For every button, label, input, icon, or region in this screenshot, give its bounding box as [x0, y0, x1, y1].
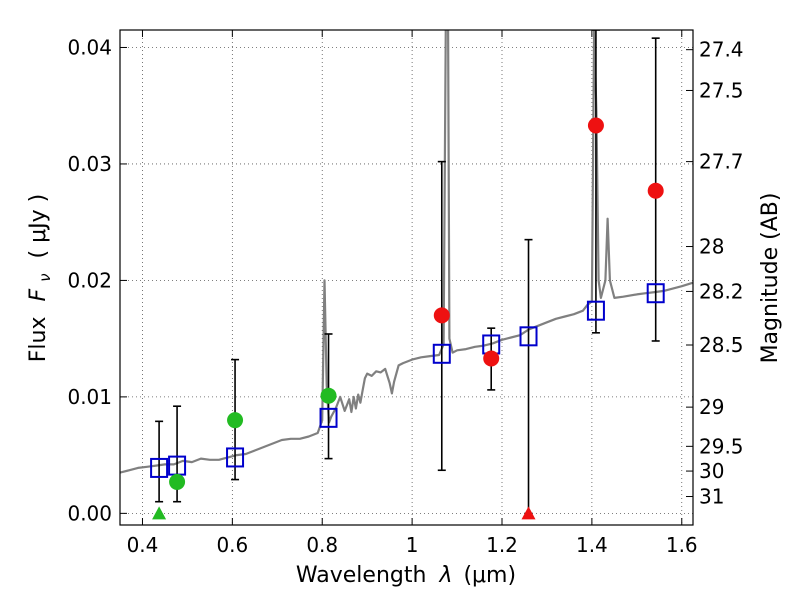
y2-tick-label: 28.5 — [699, 333, 744, 357]
x-tick-label: 0.8 — [306, 533, 338, 557]
x-tick-label: 1.2 — [486, 533, 518, 557]
x-axis-label: Wavelength λ (μm) — [296, 563, 516, 588]
obs-point-f814w — [320, 387, 337, 404]
model-point — [150, 457, 169, 478]
y2-tick-label: 27.7 — [699, 150, 744, 174]
spectrum-line — [120, 30, 693, 474]
obs-point-f606w — [227, 412, 244, 429]
data-layer — [120, 30, 693, 520]
model-point — [646, 283, 665, 304]
model-point — [586, 300, 605, 321]
y-tick-label: 0.04 — [67, 35, 112, 59]
y-tick-label: 0.02 — [67, 268, 112, 292]
model-point — [226, 447, 245, 468]
y2-tick-label: 31 — [699, 485, 724, 509]
y-tick-label: 0.03 — [67, 152, 112, 176]
grid — [120, 30, 693, 525]
y2-tick-label: 28 — [699, 235, 724, 259]
obs-point-f475w — [169, 473, 186, 490]
x-tick-label: 0.4 — [127, 533, 159, 557]
x-tick-label: 0.6 — [216, 533, 248, 557]
x-tick-label: 1.6 — [666, 533, 698, 557]
y2-axis-label: Magnitude (AB) — [758, 193, 783, 364]
x-tick-label: 1.4 — [576, 533, 608, 557]
obs-point-f105w — [433, 307, 450, 324]
y2-tick-label: 27.4 — [699, 38, 744, 62]
obs-point-f435w — [152, 506, 167, 520]
model-point — [319, 407, 338, 428]
y2-tick-label: 27.5 — [699, 78, 744, 102]
y-tick-label: 0.01 — [67, 385, 112, 409]
y-axis-label: Flux F ν ( μJy ) — [26, 194, 56, 362]
y2-tick-label: 30 — [699, 459, 724, 483]
axis-ticks: 0.4 0.6 0.8 1 1.2 1.4 1.6 0.00 0.01 0.02 0.03 0.04 2… — [67, 30, 744, 557]
model-point — [432, 343, 451, 364]
y2-tick-label: 29.5 — [699, 434, 744, 458]
y-tick-label: 0.00 — [67, 501, 112, 525]
plot-frame — [119, 29, 694, 526]
x-tick-label: 1 — [406, 533, 419, 557]
y2-tick-label: 29 — [699, 395, 724, 419]
obs-point-f125w — [521, 506, 536, 520]
obs-point-f140w — [587, 117, 604, 134]
obs-point-f160w — [647, 182, 664, 199]
plot-background — [120, 30, 693, 525]
obs-point-f110w — [483, 350, 500, 367]
model-point — [519, 326, 538, 347]
y2-tick-label: 28.2 — [699, 279, 744, 303]
